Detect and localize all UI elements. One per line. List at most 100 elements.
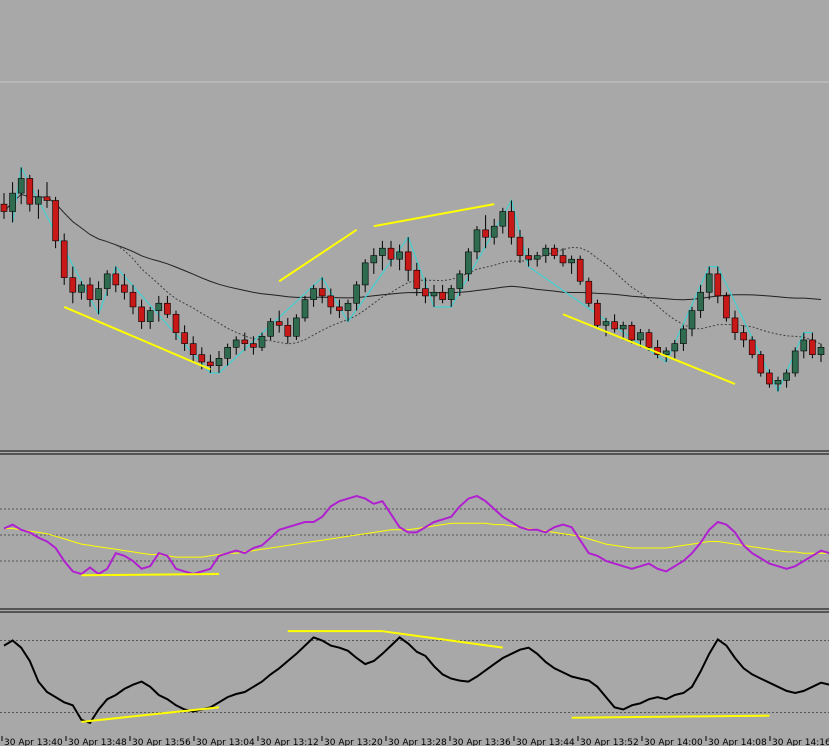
candle — [542, 244, 550, 263]
candle — [26, 174, 34, 212]
candle-body-bull — [783, 372, 790, 381]
candle-body-bear — [740, 332, 747, 341]
candle-body-bear — [284, 324, 292, 337]
candle-body-bull — [146, 310, 154, 322]
candle-body-bull — [602, 321, 610, 326]
candle-body-bull — [499, 211, 507, 227]
candle-body-bear — [714, 273, 722, 297]
candle — [585, 277, 593, 307]
candle-body-bull — [697, 291, 704, 311]
candle-body-bear — [757, 354, 765, 374]
candle-body-bear — [43, 196, 51, 201]
candle-body-bear — [628, 324, 636, 341]
candle-body-bear — [327, 295, 335, 308]
candle-body-bear — [585, 280, 593, 304]
candle — [164, 295, 171, 318]
candle — [310, 284, 317, 307]
candle-body-bull — [155, 302, 163, 311]
time-tick-label: 30 Apr 13:20 — [324, 738, 383, 746]
candle-body-bull — [353, 284, 360, 304]
candle — [215, 350, 223, 373]
candle — [508, 200, 515, 245]
candle — [78, 281, 85, 300]
candle-body-bull — [267, 321, 274, 337]
candle — [766, 369, 773, 388]
candle — [645, 328, 653, 351]
candle-body-bear — [69, 277, 77, 293]
candle-body-bear — [172, 313, 180, 333]
candle-body-bull — [447, 288, 455, 300]
candle — [740, 325, 747, 348]
candle — [258, 332, 266, 351]
candle — [473, 226, 481, 260]
candle — [43, 182, 51, 208]
candle — [499, 207, 507, 234]
candle-body-bear — [336, 306, 343, 311]
candle-body-bull — [671, 343, 679, 352]
candle-body-bull — [791, 350, 799, 374]
candle — [121, 273, 128, 300]
oscillator-line — [3, 636, 829, 725]
candle — [318, 277, 326, 304]
candle — [17, 167, 25, 205]
slow-moving-average — [3, 193, 822, 301]
candle-body-bull — [361, 262, 369, 286]
fast-moving-average — [3, 193, 822, 345]
candle — [430, 284, 438, 307]
candle-body-bull — [774, 380, 782, 385]
lower-panel — [0, 630, 829, 725]
candle — [559, 248, 567, 267]
candle — [232, 336, 240, 355]
candle — [809, 332, 816, 359]
candle-body-bear — [551, 247, 558, 256]
candle-body-bull — [542, 247, 550, 256]
candle-body-bear — [0, 203, 8, 212]
candle — [344, 299, 352, 322]
candle — [662, 347, 670, 362]
candle — [86, 277, 94, 307]
candle-body-bull — [619, 324, 627, 330]
candle — [387, 240, 395, 267]
time-tick-label: 30 Apr 13:40 — [4, 738, 63, 746]
candle-body-bear — [413, 269, 421, 289]
rsi-signal-line — [4, 522, 829, 558]
candle — [172, 310, 180, 340]
candle-body-bear — [439, 291, 446, 300]
candle — [353, 281, 360, 311]
candle — [525, 248, 532, 267]
time-tick-label: 30 Apr 14:00 — [644, 738, 703, 746]
rsi-panel — [0, 494, 829, 577]
candle-body-bull — [662, 350, 670, 355]
candle — [327, 288, 335, 315]
candle — [705, 266, 713, 300]
candle-body-bear — [318, 288, 326, 297]
candle — [275, 310, 283, 333]
candle — [628, 321, 636, 344]
candle-body-bear — [86, 284, 94, 300]
candle-body-bull — [637, 332, 644, 341]
candle-body-bull — [293, 317, 300, 337]
candle — [181, 325, 188, 351]
candle-body-bull — [17, 178, 25, 194]
candle — [413, 262, 421, 296]
candle — [688, 306, 696, 337]
candle-body-bull — [490, 225, 498, 238]
candle — [533, 251, 541, 267]
candle-body-bull — [456, 273, 464, 289]
candle-body-bull — [688, 310, 696, 330]
candle — [336, 299, 343, 318]
price-trend-line — [373, 203, 495, 228]
candle-body-bear — [198, 354, 206, 363]
candle-body-bear — [181, 332, 188, 344]
candle — [757, 350, 765, 377]
candle — [138, 299, 145, 329]
candle — [155, 295, 163, 322]
candle — [516, 229, 524, 263]
candle — [465, 248, 472, 282]
candle-body-bear — [611, 321, 618, 330]
candle — [611, 314, 618, 333]
candle — [680, 325, 687, 351]
candle — [379, 240, 386, 271]
candle-body-bear — [508, 211, 515, 238]
